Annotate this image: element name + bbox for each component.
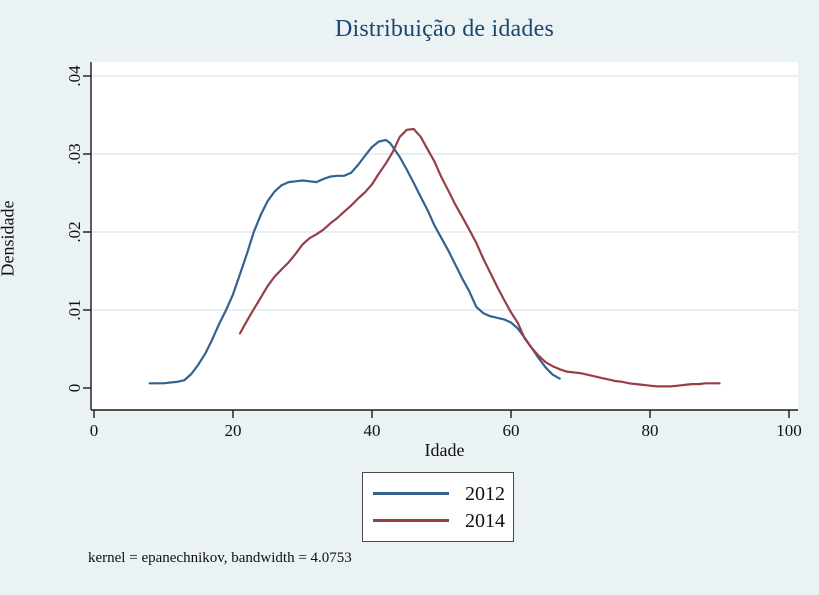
legend-label-2012: 2012 (465, 482, 505, 505)
y-tick-label: .04 (65, 65, 84, 87)
density-curve-2012 (148, 138, 561, 385)
x-tick-label: 20 (225, 421, 242, 440)
legend-item-2012: 2012 (373, 484, 505, 504)
legend: 2012 2014 (362, 472, 514, 542)
legend-line-swatch-2014 (373, 519, 449, 522)
x-tick-label: 40 (364, 421, 381, 440)
y-tick-label: .03 (65, 143, 84, 164)
x-tick-label: 60 (503, 421, 520, 440)
x-tick-label: 100 (776, 421, 802, 440)
y-axis-title: Densidade (0, 200, 18, 277)
legend-line-swatch-2012 (373, 492, 449, 495)
density-curve-2014 (238, 127, 721, 388)
y-tick-label: .02 (65, 221, 84, 242)
chart-title: Distribuição de idades (334, 16, 554, 42)
x-axis-title: Idade (424, 440, 465, 460)
legend-label-2014: 2014 (465, 509, 505, 532)
x-tick-label: 80 (642, 421, 659, 440)
legend-item-2014: 2014 (373, 511, 505, 531)
kernel-note: kernel = epanechnikov, bandwidth = 4.075… (88, 550, 352, 566)
x-tick-label: 0 (90, 421, 99, 440)
plot-background (91, 62, 798, 410)
y-tick-label: .01 (65, 299, 84, 320)
y-tick-label: 0 (65, 384, 84, 393)
